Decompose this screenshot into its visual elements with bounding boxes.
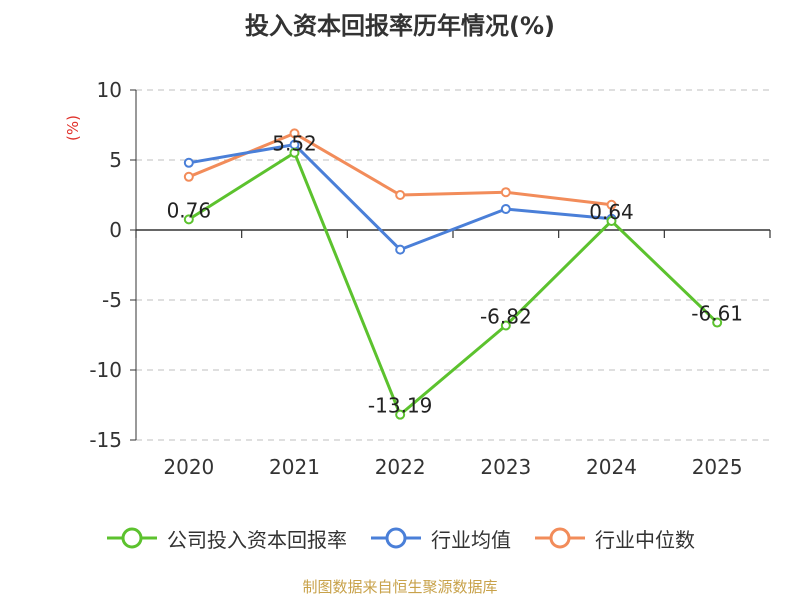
data-labels: 0.76 5.52 -13.19 -6.82 0.64 -6.61 [167, 132, 743, 418]
data-point [500, 187, 511, 198]
y-unit-label: (%) [64, 115, 82, 141]
x-tick-label: 2025 [692, 455, 743, 479]
data-label: -6.82 [480, 304, 532, 328]
data-label: -6.61 [691, 302, 743, 326]
axes: 10 5 0 -5 -10 -15 2020 2021 2022 2023 2024 2025 [89, 78, 771, 479]
y-tick-label: -15 [89, 428, 122, 452]
data-label: 0.76 [167, 198, 212, 222]
data-point [183, 157, 194, 168]
data-label: 0.64 [589, 200, 634, 224]
data-point [712, 317, 723, 328]
data-point [500, 320, 511, 331]
legend-marker-icon [107, 527, 157, 549]
chart-title: 投入资本回报率历年情况(%) [245, 12, 555, 40]
legend: 公司投入资本回报率 行业均值 行业中位数 [0, 520, 800, 556]
y-tick-label: -10 [89, 358, 122, 382]
series-line [188, 151, 719, 417]
data-point [183, 214, 194, 225]
data-point [289, 147, 300, 158]
legend-item[interactable]: 行业中位数 [533, 524, 695, 553]
x-tick-label: 2021 [269, 455, 320, 479]
data-point [395, 244, 406, 255]
source-note: 制图数据来自恒生聚源数据库 [302, 578, 498, 596]
legend-item[interactable]: 公司投入资本回报率 [105, 524, 347, 553]
legend-marker-icon [371, 527, 421, 549]
legend-label: 行业均值 [431, 527, 511, 552]
x-tick-label: 2024 [586, 455, 637, 479]
y-tick-label: -5 [102, 288, 122, 312]
legend-item[interactable]: 行业均值 [369, 524, 511, 553]
y-tick-label: 0 [109, 218, 122, 242]
grid-lines [136, 89, 770, 441]
x-tick-label: 2020 [163, 455, 214, 479]
data-point [606, 199, 617, 210]
data-point [606, 216, 617, 227]
data-label: 5.52 [272, 132, 317, 156]
legend-label: 行业中位数 [595, 527, 695, 552]
legend-label: 公司投入资本回报率 [167, 527, 347, 552]
legend-marker-icon [535, 527, 585, 549]
y-tick-label: 5 [109, 148, 122, 172]
data-point [395, 409, 406, 420]
data-point [289, 128, 300, 139]
y-tick-label: 10 [97, 78, 122, 102]
x-tick-label: 2023 [480, 455, 531, 479]
x-tick-label: 2022 [375, 455, 426, 479]
data-point [500, 204, 511, 214]
data-label: -13.19 [368, 394, 432, 418]
data-point [183, 171, 194, 182]
data-point [395, 190, 406, 200]
series-layer [183, 128, 723, 420]
